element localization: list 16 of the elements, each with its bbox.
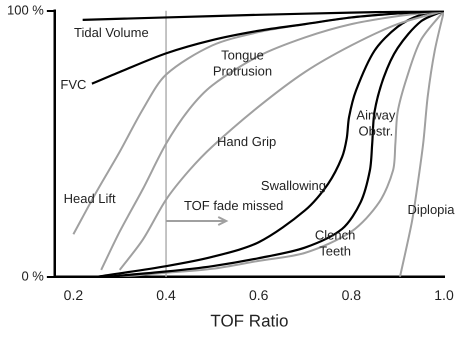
series-label: Tongue Protrusion [212, 48, 272, 79]
series-label: Diplopia [408, 202, 456, 217]
x-tick-label: 0.6 [248, 287, 269, 304]
x-tick-label: 0.2 [64, 287, 84, 304]
x-tick-label: 0.8 [342, 287, 362, 304]
series-label: Swallowing [260, 178, 326, 193]
series-label: Head Lift [64, 191, 116, 206]
series-label: FVC [60, 76, 86, 92]
y-tick-label: 0 % [21, 268, 44, 284]
x-axis-title: TOF Ratio [210, 311, 288, 330]
series-label: Hand Grip [217, 134, 276, 150]
x-tick-label: 0.4 [156, 287, 176, 304]
y-tick-label: 100 % [6, 2, 44, 18]
annotation: TOF fade missed [184, 198, 284, 213]
series-label: Tidal Volume [74, 24, 149, 40]
x-tick-label: 1.0 [434, 287, 454, 304]
